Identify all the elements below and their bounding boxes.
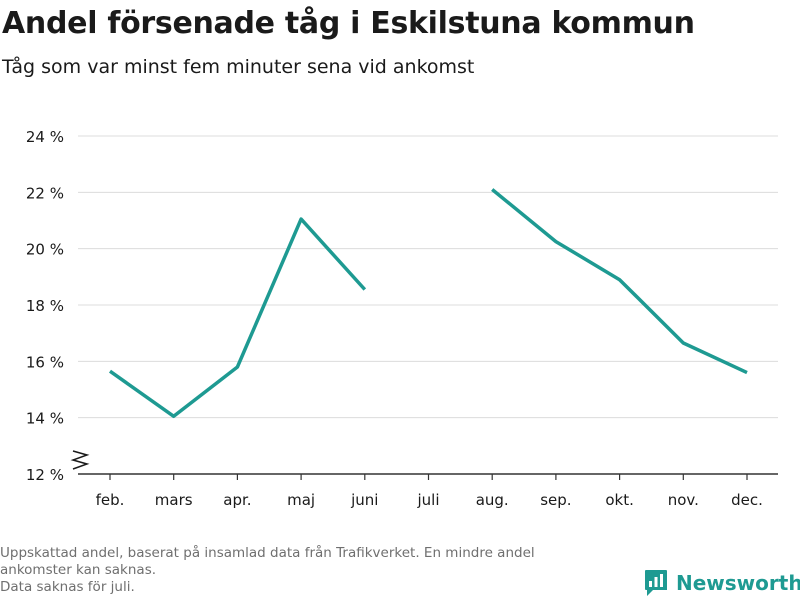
axis-break-icon bbox=[70, 450, 90, 470]
x-tick-label: dec. bbox=[731, 491, 763, 509]
x-tick-label: juni bbox=[350, 491, 378, 509]
x-tick-label: mars bbox=[155, 491, 193, 509]
chart-subtitle: Tåg som var minst fem minuter sena vid a… bbox=[2, 56, 475, 78]
series-lines bbox=[108, 188, 748, 419]
y-tick-label: 18 % bbox=[26, 297, 64, 315]
footnote-line-3: Data saknas för juli. bbox=[0, 579, 135, 595]
y-tick-label: 20 % bbox=[26, 241, 64, 259]
x-tick-label: juli bbox=[416, 491, 439, 509]
x-tick-label: apr. bbox=[223, 491, 251, 509]
chart-title: Andel försenade tåg i Eskilstuna kommun bbox=[2, 6, 695, 41]
footnote: Uppskattad andel, baserat på insamlad da… bbox=[0, 545, 640, 596]
series-line-segment bbox=[108, 217, 367, 419]
y-axis-tick-labels: 12 % 14 % 16 % 18 % 20 % 22 % 24 % bbox=[26, 128, 64, 484]
newsworthy-logo-icon bbox=[645, 570, 667, 596]
y-tick-label: 22 % bbox=[26, 184, 64, 202]
x-tick-label: feb. bbox=[96, 491, 125, 509]
x-tick-label: maj bbox=[287, 491, 315, 509]
x-axis bbox=[70, 450, 778, 475]
footnote-line-1: Uppskattad andel, baserat på insamlad da… bbox=[0, 545, 535, 561]
x-axis-tick-labels: feb. mars apr. maj juni juli aug. sep. okt. nov. d… bbox=[96, 474, 763, 509]
series-line-segment bbox=[491, 188, 748, 375]
y-tick-label: 24 % bbox=[26, 128, 64, 146]
brand-logo[interactable]: Newsworthy bbox=[644, 568, 800, 598]
brand-name: Newsworthy bbox=[676, 571, 800, 595]
gridlines bbox=[78, 135, 778, 419]
x-tick-label: aug. bbox=[476, 491, 509, 509]
line-chart: 12 % 14 % 16 % 18 % 20 % 22 % 24 % feb. mars apr… bbox=[26, 128, 778, 509]
y-tick-label: 12 % bbox=[26, 466, 64, 484]
x-tick-label: okt. bbox=[605, 491, 634, 509]
footnote-line-2: ankomster kan saknas. bbox=[0, 562, 157, 578]
x-tick-label: sep. bbox=[540, 491, 571, 509]
y-tick-label: 16 % bbox=[26, 353, 64, 371]
y-tick-label: 14 % bbox=[26, 410, 64, 428]
x-tick-label: nov. bbox=[668, 491, 699, 509]
